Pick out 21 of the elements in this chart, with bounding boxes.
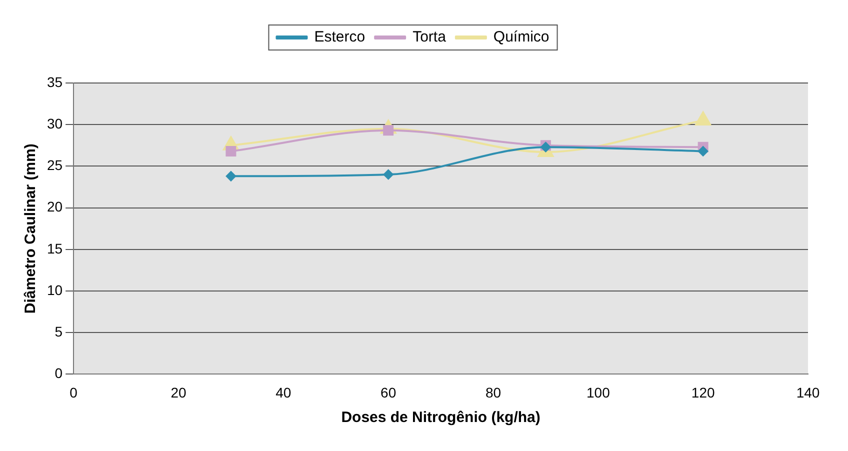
legend-label: Esterco bbox=[314, 28, 366, 46]
y-tick-label: 25 bbox=[46, 157, 63, 174]
legend-label: Torta bbox=[412, 28, 447, 46]
x-tick-label: 0 bbox=[70, 384, 78, 400]
x-tick-label: 60 bbox=[380, 384, 396, 400]
y-tick-label: 15 bbox=[46, 240, 63, 256]
y-tick-label: 10 bbox=[46, 282, 63, 298]
x-tick-label: 100 bbox=[586, 384, 610, 400]
y-tick-label: 30 bbox=[46, 115, 63, 132]
y-axis-title: Diâmetro Caulinar (mm) bbox=[22, 144, 40, 314]
legend-label: Químico bbox=[493, 28, 550, 46]
x-tick-label: 20 bbox=[170, 384, 186, 400]
y-tick-label: 5 bbox=[54, 323, 63, 340]
x-tick-label: 40 bbox=[276, 384, 292, 400]
y-tick-label: 35 bbox=[46, 74, 63, 90]
y-tick-label: 0 bbox=[54, 365, 63, 382]
x-tick-label: 140 bbox=[796, 384, 820, 400]
x-axis-title: Doses de Nitrogênio (kg/ha) bbox=[341, 409, 540, 426]
x-tick-label: 80 bbox=[485, 384, 502, 400]
x-tick-label: 120 bbox=[691, 384, 715, 400]
y-tick-label: 20 bbox=[46, 198, 63, 215]
